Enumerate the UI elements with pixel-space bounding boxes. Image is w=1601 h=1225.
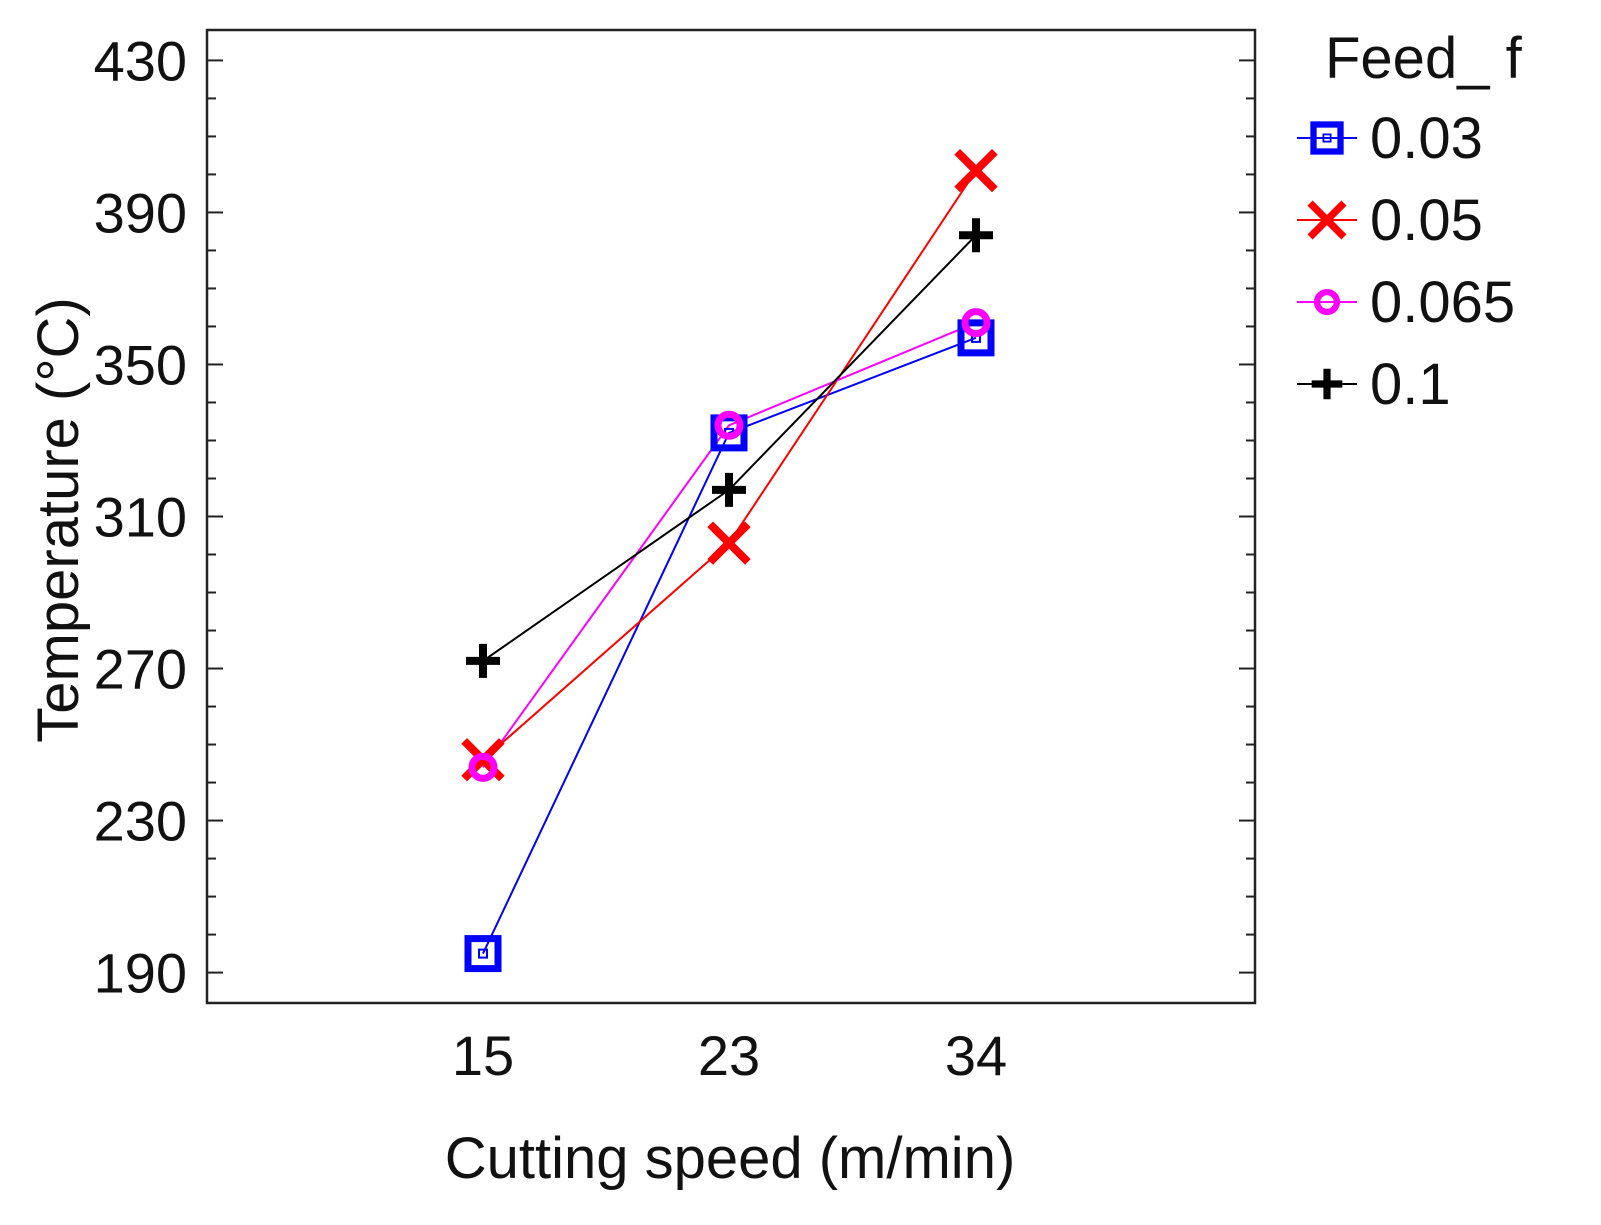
y-tick-label: 350 <box>94 333 187 396</box>
series-markers <box>461 148 998 973</box>
data-point-0.05-23 <box>707 521 751 565</box>
data-point-0.1-23 <box>712 472 746 507</box>
y-axis-title: Temperature (°C) <box>26 297 91 742</box>
y-tick-label: 270 <box>94 638 187 701</box>
legend-marker-0.065 <box>1313 288 1341 316</box>
y-tick-label: 310 <box>94 486 187 549</box>
series-lines <box>482 170 977 955</box>
data-point-0.03-15 <box>464 935 502 973</box>
data-point-0.065-23 <box>714 410 744 440</box>
legend-marker-0.1 <box>1311 368 1343 400</box>
data-point-0.065-34 <box>961 308 991 338</box>
x-tick-labels: 15 23 34 <box>452 1024 1007 1087</box>
legend-marker-0.05 <box>1307 200 1347 240</box>
y-tick-label: 230 <box>94 790 187 853</box>
legend-label-0.03: 0.03 <box>1370 106 1483 171</box>
legend-label-0.065: 0.065 <box>1370 270 1515 335</box>
legend-title: Feed_ f <box>1325 26 1523 91</box>
legend: Feed_ f 0.03 0.05 0.065 0.1 <box>1297 26 1523 417</box>
x-tick-label: 23 <box>698 1024 760 1087</box>
data-point-0.1-34 <box>959 218 993 253</box>
legend-marker-0.03 <box>1310 121 1344 155</box>
data-point-0.1-15 <box>466 643 500 678</box>
minor-ticks <box>207 59 1255 974</box>
y-tick-label: 390 <box>94 181 187 244</box>
legend-label-0.05: 0.05 <box>1370 188 1483 253</box>
x-tick-label: 15 <box>452 1024 514 1087</box>
series-line-0.065 <box>482 321 977 768</box>
x-axis-title: Cutting speed (m/min) <box>445 1126 1016 1191</box>
y-tick-label: 190 <box>94 942 187 1005</box>
series-line-0.05 <box>482 170 977 761</box>
plot-frame <box>205 28 1257 1005</box>
data-point-0.065-15 <box>468 752 498 782</box>
y-tick-labels: 190 230 270 310 350 390 430 <box>94 29 187 1004</box>
x-tick-label: 34 <box>945 1024 1007 1087</box>
y-tick-label: 430 <box>94 29 187 92</box>
data-point-0.05-34 <box>954 148 998 193</box>
series-line-0.03 <box>482 336 977 955</box>
legend-label-0.1: 0.1 <box>1370 352 1451 417</box>
